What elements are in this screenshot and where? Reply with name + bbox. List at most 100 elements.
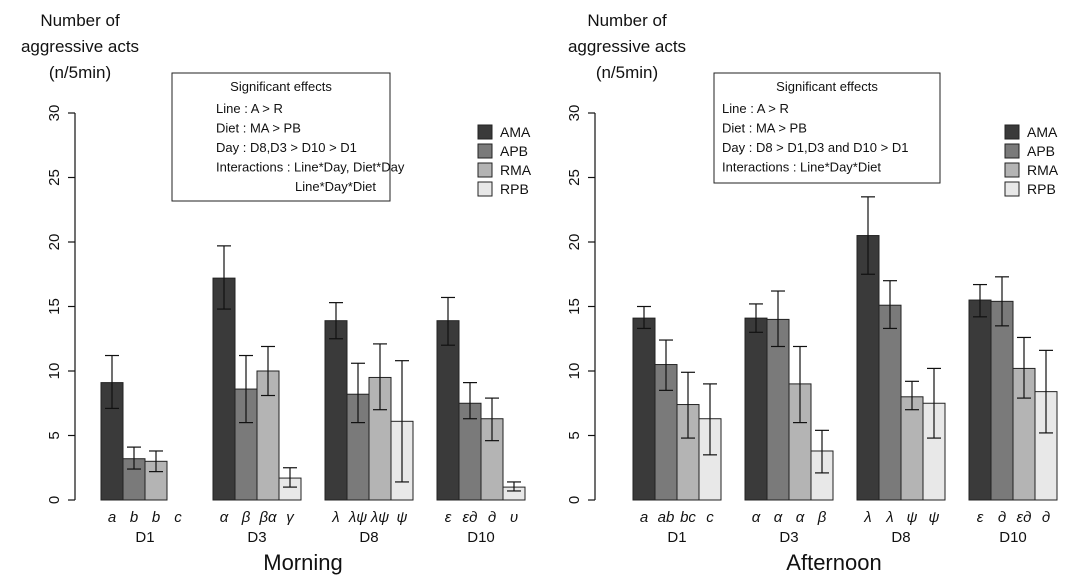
y-tick-label: 15 xyxy=(566,298,583,315)
legend-swatch-ama xyxy=(477,124,493,140)
y-axis-title-line: aggressive acts xyxy=(21,37,139,56)
significance-letter: c xyxy=(706,509,714,526)
category-label-d10: D10 xyxy=(467,529,495,546)
significance-letter: b xyxy=(152,509,160,526)
bar-ama-d1 xyxy=(632,317,656,501)
significance-line: Diet : MA > PB xyxy=(722,121,807,136)
significance-letter: д xyxy=(488,509,496,526)
significance-letter: λ xyxy=(863,509,871,526)
bar-ama-d3 xyxy=(744,317,768,501)
significance-line: Day : D8 > D1,D3 and D10 > D1 xyxy=(722,140,908,155)
legend-label-ama: AMA xyxy=(500,124,531,140)
bar-ama-d10 xyxy=(968,299,992,501)
significance-line: Interactions : Line*Day, Diet*Day xyxy=(216,160,405,175)
y-tick-label: 5 xyxy=(566,431,583,439)
bar-ama-d10 xyxy=(436,320,460,501)
y-tick-label: 10 xyxy=(46,363,63,380)
significance-letter: β xyxy=(241,509,251,526)
legend-swatch-ama xyxy=(1004,124,1020,140)
significance-line: Diet : MA > PB xyxy=(216,121,301,136)
significance-letter: ab xyxy=(658,509,675,526)
significance-letter: α xyxy=(796,509,805,526)
y-tick-label: 30 xyxy=(566,105,583,122)
legend-swatch-rma xyxy=(477,162,493,178)
significance-letter: α xyxy=(774,509,783,526)
significance-letter: bc xyxy=(680,509,696,526)
significance-letter: ψ xyxy=(929,509,940,526)
y-tick-label: 10 xyxy=(566,363,583,380)
y-tick-label: 0 xyxy=(566,496,583,504)
y-axis-title-line: aggressive acts xyxy=(568,37,686,56)
y-tick-label: 25 xyxy=(46,169,63,186)
bar-ama-d8 xyxy=(856,235,880,501)
significance-letter: α xyxy=(220,509,229,526)
category-label-d10: D10 xyxy=(999,529,1027,546)
legend-swatch-rpb xyxy=(477,181,493,197)
bar-ama-d8 xyxy=(324,320,348,501)
bar-apb-d8 xyxy=(878,304,902,501)
significance-letter: εд xyxy=(1017,509,1032,526)
significance-letter: λ xyxy=(885,509,893,526)
significance-letter: λψ xyxy=(370,509,389,526)
bar-rma-d8 xyxy=(900,396,924,501)
category-label-d8: D8 xyxy=(891,529,910,546)
category-label-d1: D1 xyxy=(667,529,686,546)
legend-swatch-apb xyxy=(477,143,493,159)
y-tick-label: 0 xyxy=(46,496,63,504)
significance-line: Line : A > R xyxy=(216,101,283,116)
y-axis-title-line: (n/5min) xyxy=(596,63,658,82)
legend-label-ama: AMA xyxy=(1027,124,1058,140)
significance-letter: β xyxy=(817,509,827,526)
significance-line: Interactions : Line*Day*Diet xyxy=(722,160,881,175)
significance-letter: α xyxy=(752,509,761,526)
significance-box-title: Significant effects xyxy=(230,79,332,94)
significance-letter: a xyxy=(108,509,116,526)
legend-label-rpb: RPB xyxy=(1027,181,1056,197)
legend-swatch-apb xyxy=(1004,143,1020,159)
y-tick-label: 15 xyxy=(46,298,63,315)
significance-letter: υ xyxy=(510,509,518,526)
bar-apb-d10 xyxy=(990,300,1014,501)
significance-letter: д xyxy=(998,509,1006,526)
significance-letter: a xyxy=(640,509,648,526)
significance-letter: b xyxy=(130,509,138,526)
significance-letter: βα xyxy=(258,509,277,526)
morning-panel: Number of aggressive acts (n/5min) 0 5 10 15 20… xyxy=(21,11,532,575)
y-tick-label: 25 xyxy=(566,169,583,186)
y-tick-label: 20 xyxy=(46,234,63,251)
y-tick-label: 30 xyxy=(46,105,63,122)
significance-line: Line*Day*Diet xyxy=(295,179,376,194)
y-tick-label: 5 xyxy=(46,431,63,439)
significance-box xyxy=(171,72,391,202)
significance-letter: ε xyxy=(445,509,452,526)
significance-letter: ψ xyxy=(907,509,918,526)
legend-label-rma: RMA xyxy=(1027,162,1059,178)
panel-title: Morning xyxy=(263,550,342,575)
significance-letter: ε xyxy=(977,509,984,526)
panel-title: Afternoon xyxy=(786,550,881,575)
legend-label-rpb: RPB xyxy=(500,181,529,197)
significance-letter: ψ xyxy=(397,509,408,526)
legend-label-apb: APB xyxy=(500,143,528,159)
legend-label-rma: RMA xyxy=(500,162,532,178)
y-axis-title-line: (n/5min) xyxy=(49,63,111,82)
category-label-d1: D1 xyxy=(135,529,154,546)
y-axis-title-line: Number of xyxy=(587,11,667,30)
category-label-d3: D3 xyxy=(247,529,266,546)
significance-letter: γ xyxy=(286,509,295,526)
significance-line: Day : D8,D3 > D10 > D1 xyxy=(216,140,357,155)
significance-letter: д xyxy=(1042,509,1050,526)
significance-line: Line : A > R xyxy=(722,101,789,116)
legend-label-apb: APB xyxy=(1027,143,1055,159)
y-axis-title-line: Number of xyxy=(40,11,120,30)
significance-box xyxy=(713,72,941,184)
legend-swatch-rpb xyxy=(1004,181,1020,197)
legend-swatch-rma xyxy=(1004,162,1020,178)
category-label-d8: D8 xyxy=(359,529,378,546)
bar-ama-d3 xyxy=(212,277,236,501)
significance-letter: c xyxy=(174,509,182,526)
afternoon-panel: Number of aggressive acts (n/5min) 0 5 10 15 20… xyxy=(566,11,1059,575)
significance-letter: λ xyxy=(331,509,339,526)
significance-letter: εд xyxy=(463,509,478,526)
